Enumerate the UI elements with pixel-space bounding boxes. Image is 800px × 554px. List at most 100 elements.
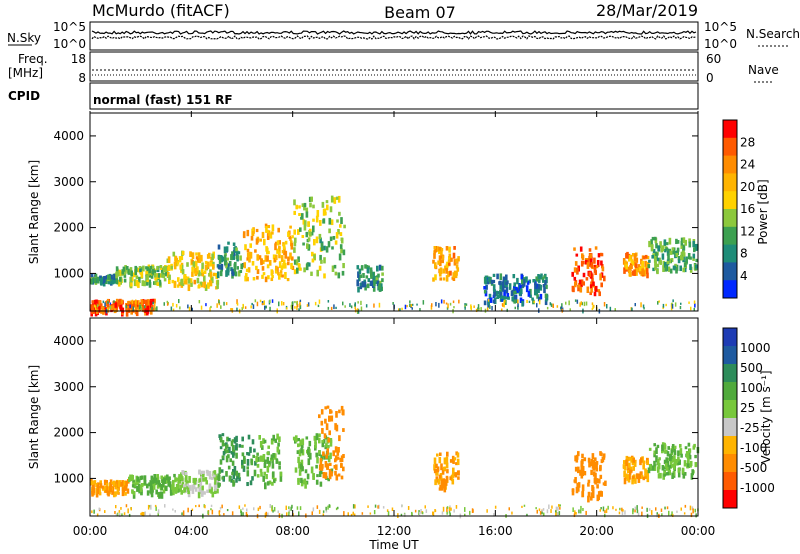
velocity-cell [191, 488, 195, 494]
velocity-ground-cell [404, 513, 406, 517]
velocity-scatter [90, 405, 700, 519]
power-cell [584, 259, 588, 265]
velocity-cell [668, 469, 671, 476]
velocity-cell [587, 457, 591, 463]
power-ground-cell [614, 308, 616, 312]
power-cell [246, 248, 250, 253]
velocity-cell [255, 455, 258, 463]
velocity-cell [673, 445, 677, 449]
velocity-ground-cell [442, 506, 445, 512]
power-ground-cell [314, 301, 317, 306]
velocity-cell [91, 480, 94, 486]
power-cell [309, 231, 312, 237]
power-ground-cell [449, 302, 452, 306]
velocity-cell [342, 454, 345, 459]
power-ground-cell [244, 306, 247, 309]
power-cell [259, 238, 262, 242]
power-cell [376, 265, 379, 272]
power-cell [439, 270, 442, 277]
velocity-ground-cell [636, 505, 638, 510]
power-ground-cell [205, 303, 207, 307]
velocity-ground-cell [218, 510, 220, 515]
power-cell [534, 279, 537, 286]
power-cell [243, 262, 246, 269]
velocity-cell [664, 463, 668, 469]
power-cell [237, 251, 241, 255]
velocity-cell [165, 485, 168, 492]
power-cell [544, 280, 547, 286]
power-cell [439, 277, 442, 281]
power-ground-cell [113, 300, 115, 303]
power-cell [209, 262, 213, 267]
power-ground-cell [135, 305, 138, 309]
power-cell [145, 279, 149, 286]
velocity-cell [181, 484, 184, 488]
power-cell [187, 284, 191, 292]
velocity-ground-cell [448, 507, 451, 511]
power-cell [196, 277, 200, 284]
power-cell [574, 261, 578, 266]
velocity-cell [438, 474, 442, 479]
power-ground-cell [144, 305, 146, 309]
power-colorbar-swatch [723, 209, 737, 228]
power-cell [582, 281, 585, 286]
power-cell [291, 235, 294, 239]
velocity-ground-cell [127, 508, 129, 514]
velocity-cell [315, 452, 318, 458]
velocity-cell [259, 440, 263, 448]
velocity-cell [575, 454, 579, 460]
power-cell [507, 296, 510, 300]
velocity-cell [340, 462, 343, 468]
velocity-ground-cell [204, 504, 206, 509]
velocity-cell [438, 457, 442, 464]
velocity-cell [646, 469, 649, 477]
power-ground-cell [132, 306, 134, 311]
power-ground-cell [501, 299, 503, 302]
velocity-cell [596, 494, 600, 502]
power-cell [333, 197, 337, 204]
power-ground-cell [307, 302, 310, 307]
power-ground-cell [690, 306, 692, 311]
power-ground-cell [261, 303, 264, 306]
power-cell [683, 262, 687, 267]
power-ground-cell [241, 307, 243, 311]
power-cell [206, 261, 210, 268]
power-cell [100, 280, 103, 286]
velocity-cell [312, 476, 315, 480]
velocity-colorbar-swatch [723, 454, 737, 473]
velocity-colorbar-label: Velocity [m s⁻¹] [759, 370, 773, 463]
power-cell [251, 261, 255, 266]
power-ground-cell [327, 300, 330, 303]
power-cell [369, 267, 373, 274]
power-ground-cell [378, 302, 381, 308]
power-cell [521, 278, 524, 285]
power-cell [148, 268, 152, 274]
power-cell [582, 272, 586, 278]
velocity-cell [175, 477, 179, 481]
velocity-cell [220, 469, 224, 473]
velocity-cell [687, 458, 690, 464]
power-cell [233, 263, 237, 268]
power-ground-cell [265, 305, 267, 309]
velocity-cell [232, 452, 235, 458]
power-cell [287, 261, 290, 266]
velocity-cell [628, 474, 631, 480]
power-cell [647, 264, 651, 269]
power-cell [656, 268, 659, 275]
power-cell [695, 244, 698, 251]
velocity-ground-cell [580, 509, 582, 514]
power-cell [284, 240, 288, 245]
power-cell [113, 274, 116, 281]
velocity-ground-cell [118, 510, 121, 513]
velocity-ground-cell [695, 513, 697, 518]
velocity-ground-cell [123, 512, 126, 515]
power-cell [309, 228, 312, 232]
power-cell [624, 260, 627, 268]
power-ground-cell [104, 302, 106, 308]
power-cell [646, 255, 650, 260]
power-cell [665, 242, 669, 246]
velocity-cell [149, 490, 152, 494]
velocity-cell [221, 476, 224, 480]
velocity-ground-cell [656, 512, 658, 515]
power-ground-cell [96, 304, 99, 308]
